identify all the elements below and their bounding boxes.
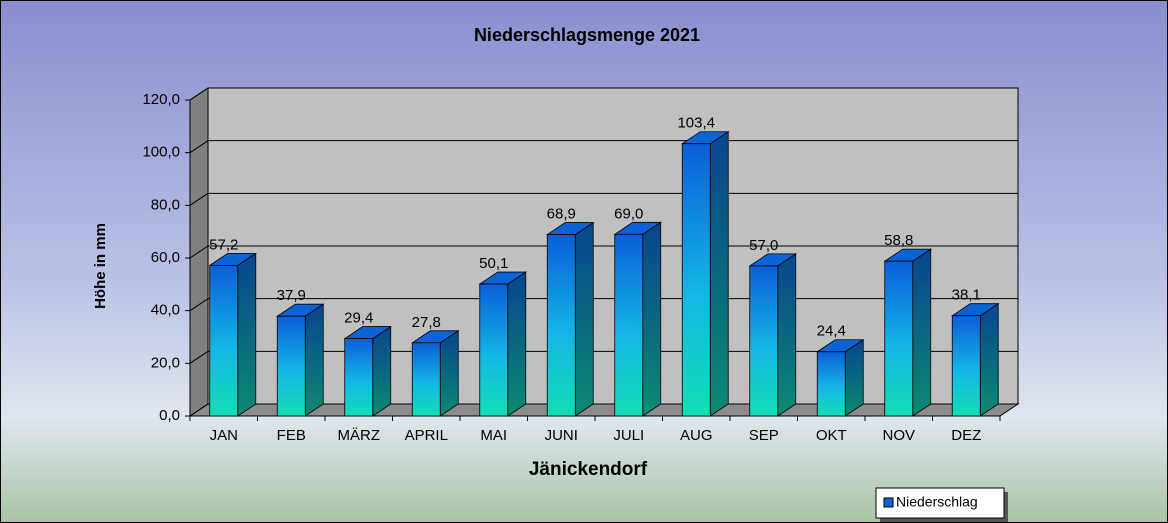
data-label: 50,1 xyxy=(479,255,508,272)
x-tick-label: JUNI xyxy=(545,427,578,444)
grid-line-side xyxy=(189,298,209,312)
data-label: 27,8 xyxy=(412,314,441,331)
bar-side xyxy=(574,221,594,417)
data-label: 38,1 xyxy=(952,287,981,304)
x-tick-label: APRIL xyxy=(405,427,448,444)
data-label: 103,4 xyxy=(677,115,715,132)
bar xyxy=(614,233,644,417)
legend: Niederschlag xyxy=(875,487,1008,522)
bar-side xyxy=(777,253,797,417)
legend-label: Niederschlag xyxy=(896,494,978,510)
bar-side xyxy=(642,221,662,417)
x-tick-label: MÄRZ xyxy=(338,427,381,444)
x-tick-label: MAI xyxy=(480,427,507,444)
bar xyxy=(276,315,306,417)
data-label: 57,2 xyxy=(209,236,238,253)
bar-side xyxy=(237,252,257,417)
x-tick-label: SEP xyxy=(749,427,779,444)
y-tick-label: 60,0 xyxy=(151,249,180,266)
bar xyxy=(411,342,441,417)
grid-line-side xyxy=(189,350,209,364)
y-tick-label: 20,0 xyxy=(151,354,180,371)
bar-side xyxy=(979,302,999,417)
bar xyxy=(546,234,576,417)
grid-line-side xyxy=(189,192,209,206)
bar-side xyxy=(372,325,392,417)
bar-side xyxy=(912,248,932,417)
bar xyxy=(479,283,509,417)
bar-side xyxy=(507,271,527,417)
chart-title: Niederschlagsmenge 2021 xyxy=(474,25,700,45)
data-label: 68,9 xyxy=(547,206,576,223)
bar-side xyxy=(439,330,459,417)
bar xyxy=(749,265,779,417)
bar-side xyxy=(709,130,729,417)
data-label: 29,4 xyxy=(344,310,373,327)
x-tick-label: OKT xyxy=(816,427,847,444)
data-label: 69,0 xyxy=(614,205,643,222)
bar xyxy=(344,338,374,417)
data-label: 37,9 xyxy=(277,287,306,304)
y-tick-label: 120,0 xyxy=(142,91,180,108)
y-tick-label: 80,0 xyxy=(151,196,180,213)
bar xyxy=(209,264,239,417)
y-tick-label: 0,0 xyxy=(159,407,180,424)
legend-box xyxy=(875,487,1005,519)
bar xyxy=(951,315,981,417)
x-tick-label: FEB xyxy=(277,427,306,444)
grid-line-side xyxy=(189,403,209,417)
x-tick-label: AUG xyxy=(680,427,713,444)
x-tick-label: JAN xyxy=(210,427,238,444)
bar-side xyxy=(304,303,324,417)
bar-side xyxy=(844,338,864,417)
bar xyxy=(816,351,846,417)
legend-swatch xyxy=(883,497,894,508)
grid-line-side xyxy=(189,245,209,259)
y-tick-label: 100,0 xyxy=(142,144,180,161)
bar xyxy=(884,260,914,417)
bar xyxy=(681,143,711,417)
grid-line-side xyxy=(189,140,209,154)
x-tick-label: NOV xyxy=(882,427,915,444)
x-tick-label: DEZ xyxy=(951,427,981,444)
y-tick-label: 40,0 xyxy=(151,302,180,319)
data-label: 24,4 xyxy=(817,323,846,340)
data-label: 58,8 xyxy=(884,232,913,249)
x-axis-label: Jänickendorf xyxy=(529,459,648,480)
grid-line-side xyxy=(189,87,209,101)
x-tick-label: JULI xyxy=(613,427,644,444)
data-label: 57,0 xyxy=(749,237,778,254)
y-axis-label: Höhe in mm xyxy=(92,223,109,309)
